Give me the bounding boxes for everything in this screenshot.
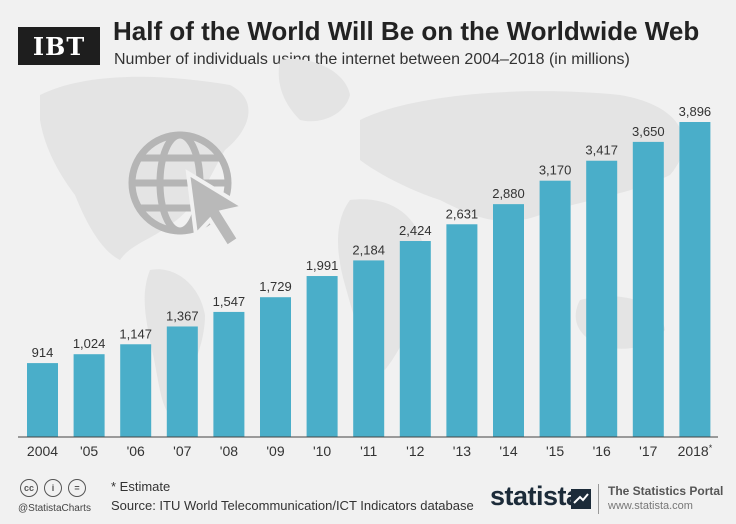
value-label-4: 1,547 [213,294,246,309]
bar-13 [632,141,664,437]
x-tick-label-4: '08 [220,443,238,459]
value-label-10: 2,880 [492,186,525,201]
value-label-7: 2,184 [352,242,385,257]
x-tick-label-5: '09 [266,443,284,459]
ibt-logo: IBT [18,27,100,65]
bar-1 [73,354,105,437]
x-tick-label-9: '13 [453,443,471,459]
chart-title: Half of the World Will Be on the Worldwi… [113,16,700,46]
bar-3 [166,326,198,437]
bar-4 [213,311,245,437]
source-text: Source: ITU World Telecommunication/ICT … [111,498,474,513]
bar-8 [399,241,431,437]
x-tick-label-3: '07 [173,443,191,459]
x-tick-label-0: 2004 [27,443,58,459]
bar-2 [120,344,152,437]
value-label-6: 1,991 [306,258,339,273]
bar-14 [679,122,711,437]
bar-12 [586,160,618,437]
x-tick-label-6: '10 [313,443,331,459]
bar-0 [27,363,58,437]
by-icon: i [44,479,62,497]
bar-5 [260,297,291,437]
bar-7 [353,260,385,437]
cursor-arrow-icon [185,169,250,250]
value-label-13: 3,650 [632,124,665,139]
value-label-3: 1,367 [166,308,199,323]
portal-name: The Statistics Portal [608,484,724,498]
chart-subtitle: Number of individuals using the internet… [114,51,630,68]
statista-handle: @StatistaCharts [18,503,91,514]
bar-6 [306,276,338,437]
x-tick-label-14: 2018* [678,443,713,459]
value-label-14: 3,896 [679,104,712,119]
x-tick-label-2: '06 [127,443,145,459]
bar-10 [493,204,524,437]
value-label-0: 914 [32,345,54,360]
cc-icon: cc [20,479,38,497]
x-tick-label-7: '11 [360,443,377,459]
bar-11 [539,180,571,437]
bar-9 [446,224,478,437]
value-label-8: 2,424 [399,223,432,238]
portal-url[interactable]: www.statista.com [608,500,693,512]
value-label-5: 1,729 [259,279,292,294]
x-tick-label-13: '17 [639,443,657,459]
value-label-2: 1,147 [119,326,152,341]
value-label-12: 3,417 [585,143,618,158]
statista-logo-icon [571,489,591,509]
value-label-11: 3,170 [539,163,572,178]
footer-divider [598,484,599,514]
x-tick-label-10: '14 [499,443,517,459]
value-label-9: 2,631 [446,206,479,221]
nd-icon: = [68,479,86,497]
x-tick-label-1: '05 [80,443,98,459]
x-tick-label-8: '12 [406,443,424,459]
x-tick-label-12: '16 [593,443,611,459]
value-label-1: 1,024 [73,336,106,351]
estimate-note: * Estimate [111,479,171,494]
x-tick-label-11: '15 [546,443,564,459]
statista-wordmark[interactable]: statista [490,481,581,511]
